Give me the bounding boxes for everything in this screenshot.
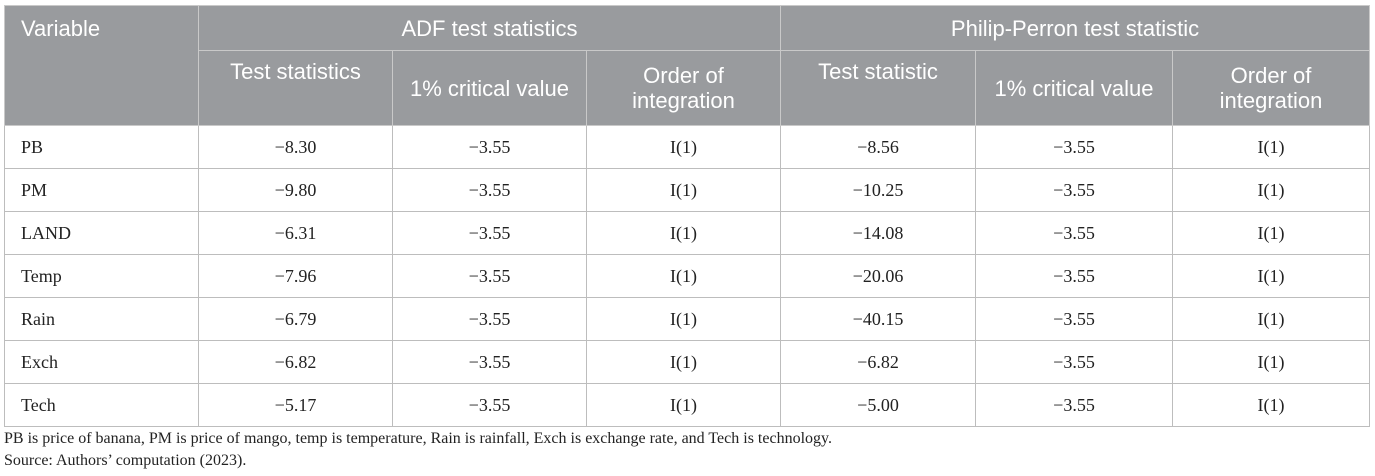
cell-pp-stat: −14.08 xyxy=(780,211,976,255)
unit-root-test-table: Variable ADF test statistics Philip-Perr… xyxy=(4,5,1371,427)
cell-pp-order: I(1) xyxy=(1171,383,1371,427)
table-row: PB −8.30 −3.55 I(1) −8.56 −3.55 I(1) xyxy=(4,125,1371,169)
cell-adf-crit: −3.55 xyxy=(392,168,587,212)
header-pp-order: Order of integration xyxy=(1171,50,1371,126)
cell-adf-crit: −3.55 xyxy=(392,340,587,384)
header-adf-critical-value: 1% critical value xyxy=(392,50,587,126)
cell-pp-crit: −3.55 xyxy=(975,383,1173,427)
cell-adf-crit: −3.55 xyxy=(392,297,587,341)
table-row: LAND −6.31 −3.55 I(1) −14.08 −3.55 I(1) xyxy=(4,211,1371,255)
cell-pp-order: I(1) xyxy=(1171,125,1371,169)
cell-adf-stat: −6.79 xyxy=(198,297,393,341)
cell-adf-stat: −8.30 xyxy=(198,125,393,169)
table-row: Rain −6.79 −3.55 I(1) −40.15 −3.55 I(1) xyxy=(4,297,1371,341)
cell-adf-stat: −9.80 xyxy=(198,168,393,212)
cell-pp-stat: −5.00 xyxy=(780,383,976,427)
cell-adf-stat: −6.31 xyxy=(198,211,393,255)
cell-variable: Temp xyxy=(4,254,199,298)
cell-pp-order: I(1) xyxy=(1171,211,1371,255)
cell-pp-crit: −3.55 xyxy=(975,125,1173,169)
header-adf-test-statistics: Test statistics xyxy=(198,50,393,126)
cell-variable: LAND xyxy=(4,211,199,255)
cell-adf-stat: −7.96 xyxy=(198,254,393,298)
cell-adf-crit: −3.55 xyxy=(392,211,587,255)
source-note: Source: Authors’ computation (2023). xyxy=(4,452,247,469)
cell-pp-stat: −6.82 xyxy=(780,340,976,384)
header-adf-order: Order of integration xyxy=(586,50,781,126)
cell-pp-stat: −20.06 xyxy=(780,254,976,298)
header-pp-critical-value: 1% critical value xyxy=(975,50,1173,126)
table-row: Tech −5.17 −3.55 I(1) −5.00 −3.55 I(1) xyxy=(4,383,1371,427)
cell-pp-crit: −3.55 xyxy=(975,297,1173,341)
cell-pp-order: I(1) xyxy=(1171,168,1371,212)
cell-pp-order: I(1) xyxy=(1171,340,1371,384)
cell-variable: Exch xyxy=(4,340,199,384)
cell-adf-order: I(1) xyxy=(586,168,781,212)
cell-adf-order: I(1) xyxy=(586,211,781,255)
cell-adf-crit: −3.55 xyxy=(392,254,587,298)
cell-variable: PM xyxy=(4,168,199,212)
cell-variable: Tech xyxy=(4,383,199,427)
cell-variable: PB xyxy=(4,125,199,169)
cell-adf-order: I(1) xyxy=(586,383,781,427)
header-adf-group: ADF test statistics xyxy=(198,5,781,51)
header-pp-group: Philip-Perron test statistic xyxy=(779,5,1371,51)
cell-adf-order: I(1) xyxy=(586,125,781,169)
cell-adf-order: I(1) xyxy=(586,340,781,384)
table-row: Temp −7.96 −3.55 I(1) −20.06 −3.55 I(1) xyxy=(4,254,1371,298)
table-row: Exch −6.82 −3.55 I(1) −6.82 −3.55 I(1) xyxy=(4,340,1371,384)
cell-adf-order: I(1) xyxy=(586,297,781,341)
cell-adf-order: I(1) xyxy=(586,254,781,298)
table-header: Variable ADF test statistics Philip-Perr… xyxy=(4,5,1371,126)
header-variable: Variable xyxy=(4,5,199,126)
table-body: PB −8.30 −3.55 I(1) −8.56 −3.55 I(1) PM … xyxy=(4,125,1371,427)
cell-pp-crit: −3.55 xyxy=(975,254,1173,298)
cell-pp-stat: −10.25 xyxy=(780,168,976,212)
table-footnotes: PB is price of banana, PM is price of ma… xyxy=(4,428,832,472)
cell-variable: Rain xyxy=(4,297,199,341)
cell-pp-crit: −3.55 xyxy=(975,340,1173,384)
unit-root-table-container: Variable ADF test statistics Philip-Perr… xyxy=(4,5,1371,427)
header-pp-test-statistic: Test statistic xyxy=(780,50,976,126)
cell-adf-stat: −5.17 xyxy=(198,383,393,427)
abbreviations-note: PB is price of banana, PM is price of ma… xyxy=(4,430,832,447)
cell-pp-crit: −3.55 xyxy=(975,211,1173,255)
cell-adf-crit: −3.55 xyxy=(392,125,587,169)
cell-adf-stat: −6.82 xyxy=(198,340,393,384)
cell-pp-order: I(1) xyxy=(1171,254,1371,298)
cell-adf-crit: −3.55 xyxy=(392,383,587,427)
cell-pp-stat: −8.56 xyxy=(780,125,976,169)
table-row: PM −9.80 −3.55 I(1) −10.25 −3.55 I(1) xyxy=(4,168,1371,212)
cell-pp-crit: −3.55 xyxy=(975,168,1173,212)
cell-pp-order: I(1) xyxy=(1171,297,1371,341)
cell-pp-stat: −40.15 xyxy=(780,297,976,341)
